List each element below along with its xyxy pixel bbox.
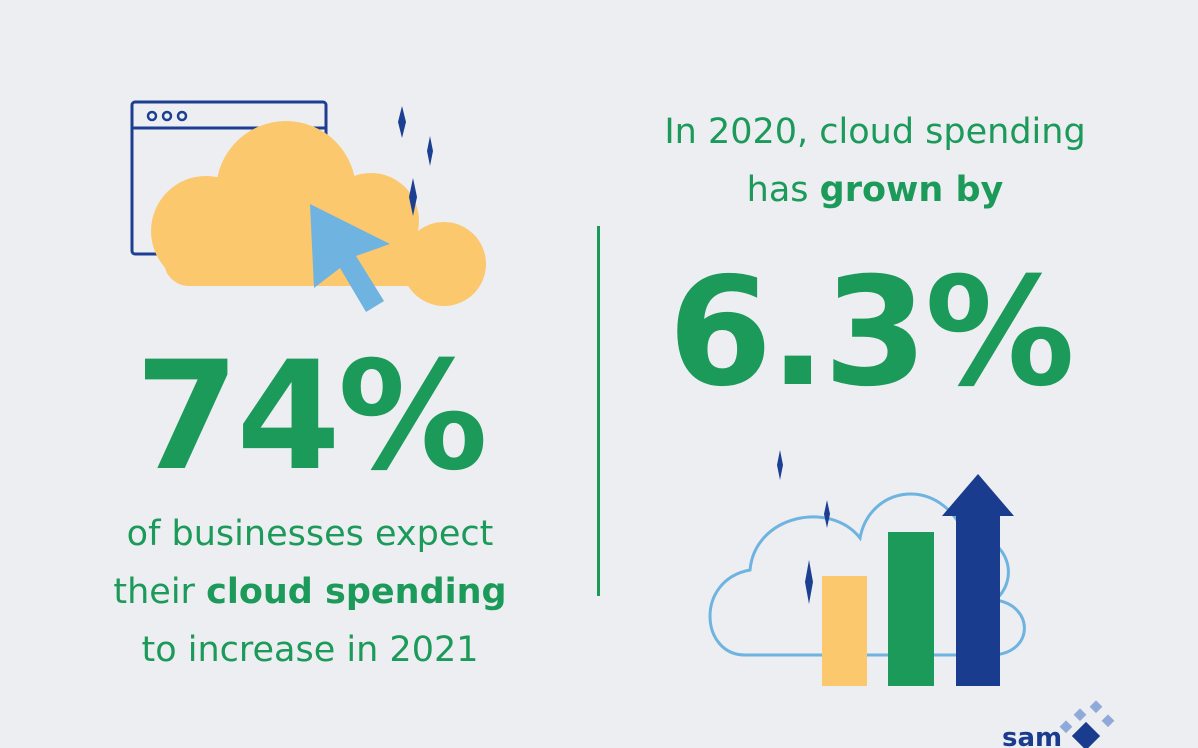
bar-chart-icon [822, 514, 1000, 686]
growth-chart-illustration [708, 450, 1026, 686]
stat-right-value: 6.3% [667, 246, 1075, 420]
caption-line-3: to increase in 2021 [141, 630, 479, 670]
heading-line-2: has grown by [600, 161, 1150, 219]
stat-right-heading: In 2020, cloud spending has grown by [600, 103, 1150, 219]
heading-line-1: In 2020, cloud spending [664, 112, 1086, 152]
caption-line-2-text: their [113, 572, 207, 612]
sparkle-icon [398, 106, 433, 216]
vertical-divider [597, 226, 600, 596]
cloud-cursor-illustration [130, 100, 486, 312]
cloud-outline-icon [708, 492, 1026, 657]
up-arrow-icon [942, 474, 1014, 516]
cursor-arrow-icon [310, 204, 390, 312]
sparkle-icon [777, 450, 830, 604]
brand-logo-text: sam [1002, 723, 1062, 748]
heading-line-2-emphasis: grown by [819, 170, 1004, 210]
caption-line-2: their cloud spending [60, 563, 560, 621]
stat-left-caption: of businesses expect their cloud spendin… [60, 505, 560, 679]
heading-line-2-text: has [746, 170, 820, 210]
caption-line-1: of businesses expect [126, 514, 494, 554]
stat-left-value: 74% [134, 330, 488, 504]
caption-line-2-emphasis: cloud spending [206, 572, 507, 612]
brand-logo: sam [1002, 700, 1115, 748]
